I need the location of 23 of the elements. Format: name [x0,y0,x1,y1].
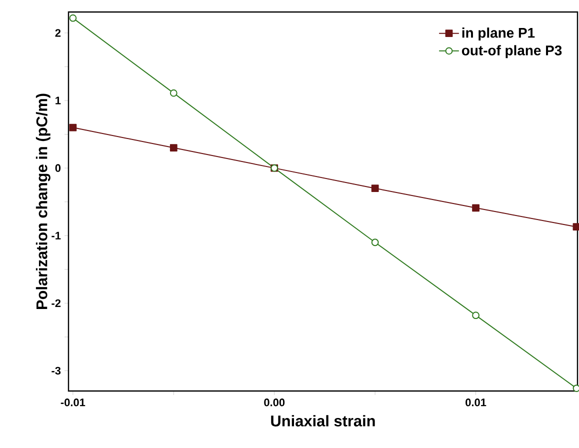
point [472,204,480,212]
y-tick-label: 2 [55,29,61,37]
point [371,238,379,246]
legend-label: in plane P1 [462,28,535,41]
y-tick-label: -1 [52,232,61,240]
x-axis-title: Uniaxial strain [271,415,375,426]
y-tick-label: -3 [52,366,61,375]
y-tick-label: 1 [56,96,61,104]
point [170,89,178,97]
point [472,312,480,320]
point [572,384,579,392]
y-axis-title: Polarization change in (pC/m) [36,94,50,309]
point [69,14,77,22]
y-tick-label: 0 [55,164,61,172]
x-tick-label: 0.01 [466,398,486,406]
legend-label: out-of plane P3 [462,45,562,58]
point [572,223,579,231]
x-tick-label: 0.00 [264,398,285,406]
point [371,184,379,192]
point [170,144,178,152]
point [69,124,77,132]
x-tick-label: -0.01 [60,398,86,406]
y-tick-label: -2 [52,299,61,307]
